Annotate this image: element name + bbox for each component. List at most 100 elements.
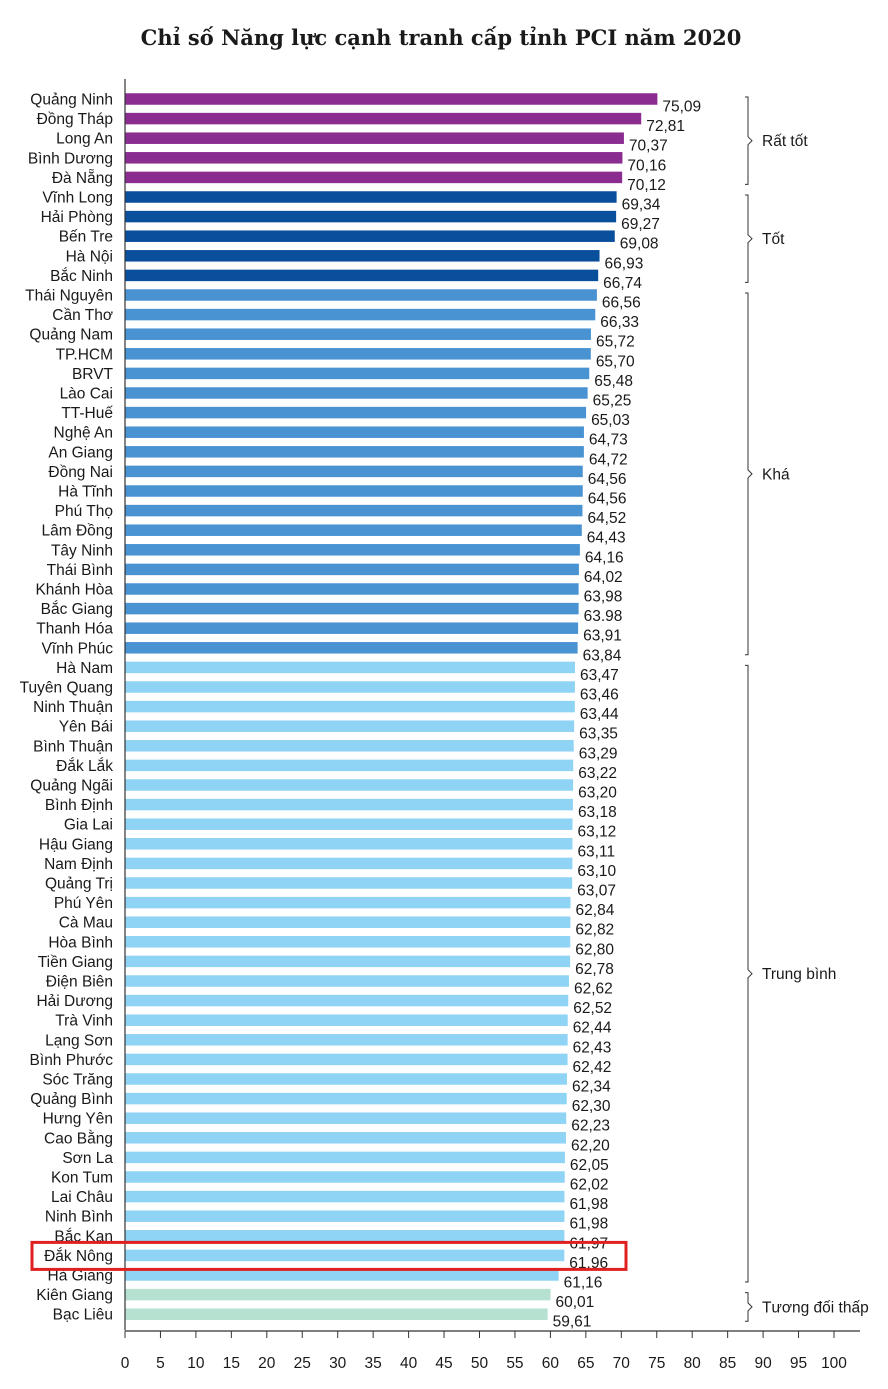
category-label: Thái Nguyên [25,288,113,305]
data-label: 63,98 [584,589,623,606]
bar [125,877,573,889]
bar [125,759,574,772]
category-label: Hậu Giang [39,836,113,853]
bar [125,1092,567,1105]
bar [125,896,571,909]
data-label: 61,16 [564,1275,603,1292]
bar [125,1210,565,1222]
data-label: 64,72 [589,451,628,468]
x-tick-label: 15 [223,1355,240,1372]
x-tick-label: 5 [156,1355,165,1372]
category-label: Đà Nẵng [52,170,113,187]
data-label: 63,46 [580,687,619,704]
category-label: Hòa Bình [48,934,113,951]
data-label: 64,43 [587,530,626,547]
data-label: 63,22 [578,765,617,782]
x-tick-label: 65 [577,1355,594,1372]
data-label: 66,33 [600,314,639,331]
bar [125,152,623,164]
data-label: 62,42 [573,1059,612,1076]
x-tick-label: 40 [400,1355,418,1372]
data-label: 65,72 [596,334,635,351]
category-label: Ninh Bình [45,1209,113,1226]
bar [125,1014,568,1026]
category-label: Hà Giang [48,1268,113,1285]
bar [125,269,599,282]
bar [125,1190,565,1203]
data-label: 65,48 [594,373,633,390]
group-brackets: Rất tốt Tốt Khá Trung bình Tương đối thấp [745,96,869,1322]
category-label: TT-Huế [61,405,113,422]
category-label: Bạc Liêu [53,1307,113,1324]
x-tick-label: 55 [506,1355,523,1372]
bar [125,348,591,360]
category-label: Trà Vinh [55,1013,113,1030]
group-bracket [745,1292,753,1322]
bar [125,367,590,380]
data-label: 63,07 [577,883,616,900]
category-label: Đắk Nông [44,1248,113,1265]
category-label: Quảng Trị [45,876,113,893]
data-label: 69,34 [622,197,661,214]
group-bracket [745,292,753,656]
data-label: 63,18 [578,804,617,821]
bar [125,406,587,419]
data-label: 62,78 [575,961,614,978]
x-tick-label: 0 [121,1355,130,1372]
category-label: Đắk Lắk [56,758,113,775]
data-label: 62,23 [571,1118,610,1135]
category-label: Vĩnh Phúc [41,640,113,657]
data-label: 62,62 [574,981,613,998]
x-tick-label: 60 [542,1355,560,1372]
category-label: TP.HCM [56,346,113,363]
category-label: Phú Yên [54,895,113,912]
data-label: 60,01 [555,1294,594,1311]
bar [125,642,578,654]
bar [125,308,596,321]
bar [125,112,642,125]
category-label: Thái Bình [47,562,113,579]
category-label: Lai Châu [51,1189,113,1206]
bar [125,426,584,438]
data-label: 63,10 [577,863,616,880]
group-label: Tốt [762,231,785,248]
data-label: 66,56 [602,295,641,312]
category-label: Lào Cai [60,386,113,403]
category-label: Lâm Đồng [41,523,113,540]
data-label: 65,70 [596,353,635,370]
category-label: Kiên Giang [36,1287,113,1304]
group-label: Rất tốt [762,133,808,150]
data-label: 59,61 [553,1314,592,1331]
bar [125,857,573,870]
category-label: Bình Dương [28,150,113,167]
bar [125,485,583,497]
category-label: Phú Thọ [55,503,113,520]
x-tick-label: 45 [435,1355,452,1372]
data-label: 69,08 [620,236,659,253]
x-tick-label: 30 [329,1355,347,1372]
category-label: Đồng Tháp [37,111,113,128]
data-label: 62,84 [576,902,615,919]
data-label: 66,74 [603,275,642,292]
category-label: Đồng Nai [48,464,113,481]
bar [125,1151,565,1164]
category-label: Hải Dương [36,993,113,1010]
category-label: Cà Mau [59,915,113,932]
category-label: Hà Tĩnh [58,484,113,501]
category-label: Thanh Hóa [36,621,113,638]
data-label: 62,80 [575,941,614,958]
category-label: Bình Định [45,797,113,814]
x-tick-label: 85 [719,1355,736,1372]
data-label: 62,20 [571,1137,610,1154]
bar [125,504,583,517]
data-label: 63,20 [578,785,617,802]
bar [125,1230,565,1242]
data-label: 65,03 [591,412,630,429]
category-label: Sơn La [62,1150,113,1167]
x-axis: 0 5 10 15 20 25 30 35 40 45 50 55 60 65 70 75 80 85 90 95 10… [121,79,860,1372]
data-label: 62,82 [575,922,614,939]
category-label: Bắc Ninh [50,268,113,285]
x-tick-label: 95 [790,1355,807,1372]
bar [125,779,574,791]
